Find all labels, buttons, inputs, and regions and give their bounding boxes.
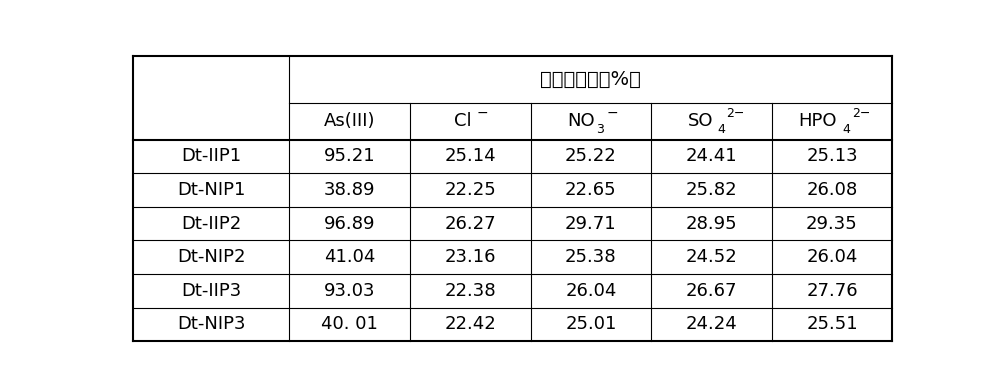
Text: Dt-NIP1: Dt-NIP1 [177, 181, 245, 199]
Text: 26.67: 26.67 [686, 282, 737, 300]
Text: Dt-IIP3: Dt-IIP3 [181, 282, 241, 300]
Text: 29.35: 29.35 [806, 215, 858, 232]
Text: 28.95: 28.95 [686, 215, 737, 232]
Text: Dt-NIP2: Dt-NIP2 [177, 248, 245, 266]
Text: 93.03: 93.03 [324, 282, 376, 300]
Text: 25.38: 25.38 [565, 248, 617, 266]
Text: 41.04: 41.04 [324, 248, 375, 266]
Text: 25.51: 25.51 [806, 315, 858, 333]
Text: 22.38: 22.38 [444, 282, 496, 300]
Text: 27.76: 27.76 [806, 282, 858, 300]
Text: 24.52: 24.52 [686, 248, 737, 266]
Text: 4: 4 [717, 123, 725, 136]
Text: 25.82: 25.82 [686, 181, 737, 199]
Text: −: − [607, 106, 618, 120]
Text: 26.27: 26.27 [444, 215, 496, 232]
Text: 96.89: 96.89 [324, 215, 376, 232]
Text: 95.21: 95.21 [324, 147, 376, 165]
Text: 26.04: 26.04 [806, 248, 858, 266]
Text: 25.14: 25.14 [444, 147, 496, 165]
Text: 2−: 2− [852, 106, 870, 120]
Text: 22.25: 22.25 [444, 181, 496, 199]
Text: Cl: Cl [454, 112, 472, 130]
Text: Dt-IIP1: Dt-IIP1 [181, 147, 241, 165]
Text: 40. 01: 40. 01 [321, 315, 378, 333]
Text: 4: 4 [843, 123, 850, 136]
Text: Dt-NIP3: Dt-NIP3 [177, 315, 245, 333]
Text: HPO: HPO [798, 112, 837, 130]
Text: 26.08: 26.08 [806, 181, 858, 199]
Text: Dt-IIP2: Dt-IIP2 [181, 215, 241, 232]
Text: 38.89: 38.89 [324, 181, 376, 199]
Text: 23.16: 23.16 [445, 248, 496, 266]
Text: NO: NO [567, 112, 595, 130]
Text: 25.22: 25.22 [565, 147, 617, 165]
Text: 3: 3 [597, 123, 604, 136]
Text: 26.04: 26.04 [565, 282, 617, 300]
Text: As(III): As(III) [324, 112, 376, 130]
Text: 22.42: 22.42 [444, 315, 496, 333]
Text: 24.41: 24.41 [686, 147, 737, 165]
Text: 29.71: 29.71 [565, 215, 617, 232]
Text: SO: SO [688, 112, 713, 130]
Text: 24.24: 24.24 [686, 315, 737, 333]
Text: 离子去除率（%）: 离子去除率（%） [540, 70, 641, 89]
Text: 25.13: 25.13 [806, 147, 858, 165]
Text: 25.01: 25.01 [565, 315, 617, 333]
Text: −: − [477, 106, 488, 120]
Text: 22.65: 22.65 [565, 181, 617, 199]
Text: 2−: 2− [726, 106, 745, 120]
